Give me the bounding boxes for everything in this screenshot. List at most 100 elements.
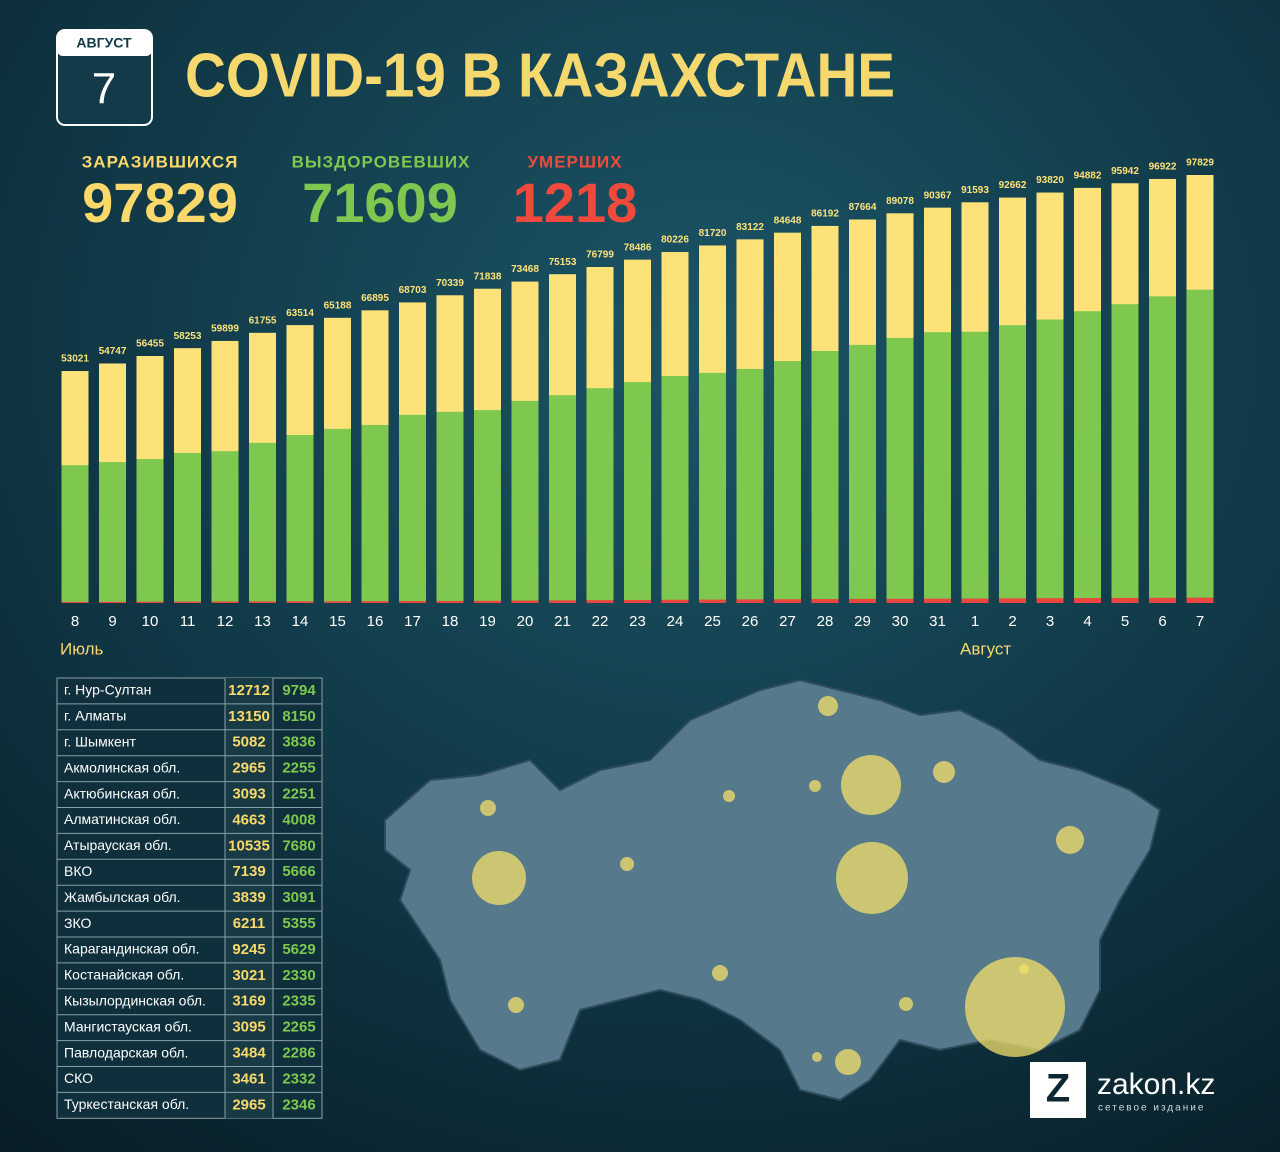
bar [699,599,726,603]
bar [924,332,951,603]
region-name: Мангистауская обл. [64,1018,192,1034]
x-tick-label: 13 [254,613,271,630]
bar [361,424,389,603]
bar [849,598,876,603]
value-label: 53021 [61,354,89,365]
bar [1074,598,1101,603]
month-label: Июль [60,639,104,658]
x-tick-label: 12 [217,613,234,630]
bar [624,599,651,603]
value-label: 66895 [361,293,389,304]
value-label: 59899 [211,324,239,335]
x-tick-label: 10 [142,613,159,630]
region-name: г. Нур-Султан [64,682,151,698]
value-label: 58253 [174,331,202,342]
region-cases: 3169 [232,993,265,1010]
value-label: 75153 [549,257,577,268]
bar [136,601,164,603]
bar [849,344,876,603]
bar [736,368,764,603]
bubble [812,1052,822,1062]
x-tick-label: 19 [479,613,496,630]
value-label: 54747 [99,346,127,357]
bar [699,372,726,603]
bar [211,601,239,603]
bar [736,599,764,603]
region-recovered: 2335 [282,993,315,1010]
region-name: Туркестанская обл. [64,1096,189,1112]
region-name: г. Алматы [64,708,126,724]
bar [61,465,89,603]
region-name: Актюбинская обл. [64,785,180,801]
logo-name: zakon.kz [1097,1068,1215,1101]
region-recovered: 5666 [282,863,315,880]
title: COVID-19 В КАЗАХСТАНЕ [185,41,895,110]
value-label: 86192 [811,209,839,220]
bar [811,351,839,603]
bar [1111,597,1139,603]
value-label: 84648 [774,215,802,226]
region-recovered: 2346 [282,1096,315,1113]
region-recovered: 3091 [282,889,315,906]
x-tick-label: 16 [367,613,384,630]
x-tick-label: 1 [971,613,979,630]
bar [1186,289,1214,603]
logo-tagline: сетевое издание [1098,1103,1205,1114]
value-label: 95942 [1111,166,1139,177]
value-label: 71838 [474,271,502,282]
bar [286,601,314,603]
value-label: 80226 [661,235,689,246]
month: АВГУСТ [76,35,132,51]
logo-box [1030,1062,1086,1118]
bubble [712,965,728,981]
region-cases: 3021 [232,967,265,984]
value-label: 97829 [1186,158,1214,169]
bar-chart: 8 9 10 11 12 13 14 15 16 17 18 19 20 21 22 23 24 25 26 27 28… [60,158,1214,659]
map-bubbles [472,696,1084,1075]
bar [136,459,164,603]
x-tick-label: 7 [1196,613,1204,630]
bar [511,600,539,603]
x-tick-label: 25 [704,613,721,630]
region-name: СКО [64,1070,93,1086]
x-tick-label: 14 [292,613,309,630]
bar [1036,598,1064,603]
x-tick-label: 5 [1121,613,1129,630]
bubble [818,696,838,716]
bubble [620,857,634,871]
stat-value: 1218 [513,171,638,234]
region-cases: 7139 [232,863,265,880]
x-tick-label: 3 [1046,613,1054,630]
bubble [723,790,735,802]
region-cases: 6211 [233,915,266,932]
stat-value: 71609 [302,171,458,234]
region-cases: 5082 [232,734,265,751]
bubble [933,761,955,783]
region-cases: 3093 [232,786,265,803]
value-label: 87664 [849,202,877,213]
region-name: Атырауская обл. [64,837,172,853]
value-label: 56455 [136,339,164,350]
map-shape [384,678,1162,1102]
value-label: 90367 [924,190,952,201]
region-name: Костанайская обл. [64,967,184,983]
stat-label: УМЕРШИХ [527,152,622,171]
logo-letter: Z [1046,1067,1070,1111]
region-cases: 3095 [232,1019,265,1036]
bubble [836,842,908,914]
value-label: 91593 [961,185,989,196]
month-label: Август [960,639,1011,658]
x-tick-label: 15 [329,613,346,630]
bar [1111,304,1139,603]
bar [961,598,989,603]
x-tick-label: 17 [404,613,421,630]
value-label: 70339 [436,278,464,289]
bubble [1019,964,1029,974]
bubble [480,800,496,816]
region-cases: 4663 [232,811,265,828]
bar [811,599,839,603]
bar [99,601,126,603]
x-tick-label: 9 [108,613,116,630]
bar [1149,296,1176,603]
bar [99,462,126,603]
